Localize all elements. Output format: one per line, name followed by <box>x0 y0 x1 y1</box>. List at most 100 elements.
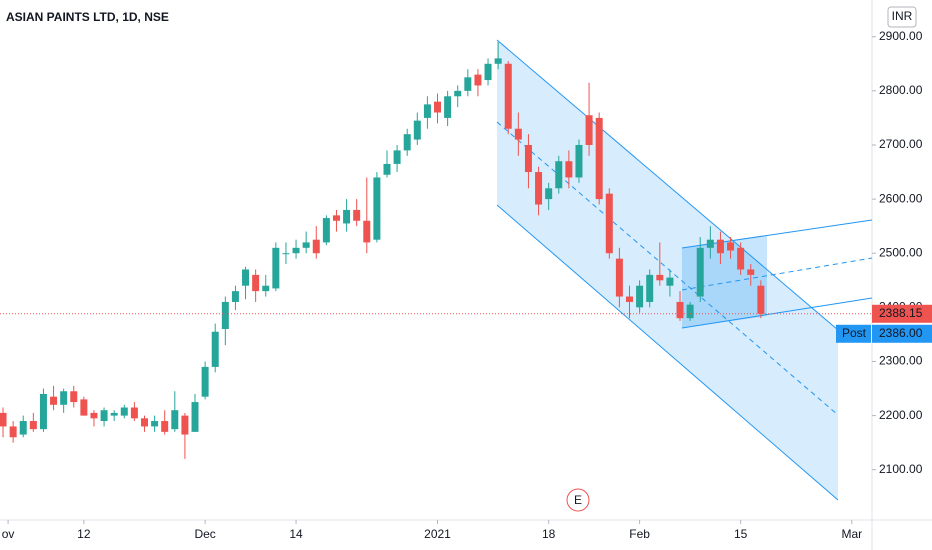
earnings-label: E <box>574 493 582 507</box>
post-tag: Post <box>842 326 867 340</box>
candle-body <box>312 239 320 254</box>
candle-body <box>140 418 148 427</box>
candle-body <box>231 291 239 302</box>
candle-body <box>666 277 674 286</box>
x-tick-label: 14 <box>289 527 303 541</box>
y-tick-label: 2900.00 <box>879 29 923 43</box>
candle-body <box>393 150 401 164</box>
candle-body <box>252 274 260 292</box>
candle-body <box>403 134 411 151</box>
y-tick-label: 2700.00 <box>879 137 923 151</box>
post-tag-box <box>836 324 871 343</box>
candle-body <box>60 391 68 405</box>
candle-body <box>70 391 78 403</box>
candle-body <box>29 421 37 430</box>
post-price-box <box>872 324 932 343</box>
y-tick-label: 2600.00 <box>879 191 923 205</box>
candle-body <box>514 128 522 140</box>
candle-body <box>100 410 108 422</box>
candle-body <box>656 274 664 281</box>
candle-body <box>50 396 58 405</box>
candle-body <box>686 304 694 319</box>
candle-body <box>9 426 17 438</box>
candle-body <box>302 242 310 248</box>
candle-body <box>262 285 270 292</box>
candle-body <box>221 301 229 330</box>
candle-body <box>151 421 159 427</box>
candle-body <box>706 239 714 248</box>
candle-body <box>555 161 563 189</box>
candle-body <box>676 301 684 319</box>
candle-body <box>727 242 735 251</box>
x-tick-label: 15 <box>734 527 748 541</box>
candle-body <box>383 163 391 175</box>
y-tick-label: 2300.00 <box>879 354 923 368</box>
candle-body <box>625 296 633 302</box>
candle-body <box>130 407 138 419</box>
candle-body <box>19 421 27 435</box>
candle-body <box>575 144 583 178</box>
channel-drawing <box>496 39 873 501</box>
candle-body <box>110 412 118 416</box>
candle-body <box>39 393 47 430</box>
post-price-label: 2386.00 <box>879 326 923 340</box>
candle-body <box>434 101 442 113</box>
chart-title: ASIAN PAINTS LTD, 1D, NSE <box>6 10 169 24</box>
candle-body <box>373 177 381 240</box>
overlay: 2388.15 2386.00 Post E ASIAN PAINTS LTD, 1D,… <box>0 6 932 512</box>
candle-body <box>272 247 280 289</box>
candle-body <box>120 407 128 416</box>
candle-body <box>636 285 644 308</box>
candles <box>0 42 765 459</box>
candle-body <box>332 215 340 221</box>
candle-body <box>0 412 7 427</box>
y-tick-label: 2800.00 <box>879 83 923 97</box>
candle-body <box>292 247 300 254</box>
candle-body <box>242 269 250 286</box>
channel-line <box>496 204 839 501</box>
candle-body <box>524 144 532 173</box>
candle-body <box>484 63 492 81</box>
currency-box[interactable] <box>887 6 917 28</box>
x-tick-label: 18 <box>542 527 556 541</box>
candle-body <box>646 274 654 302</box>
candle-body <box>413 120 421 140</box>
candle-body <box>595 117 603 200</box>
candle-body <box>454 90 462 97</box>
candle-body <box>171 410 179 430</box>
channel-fill <box>682 236 767 328</box>
channel-line <box>681 297 873 329</box>
x-tick-label: Dec <box>194 527 215 541</box>
candle-body <box>696 247 704 297</box>
candle-body <box>191 402 199 432</box>
candle-body <box>211 331 219 367</box>
candle-body <box>615 258 623 297</box>
earnings-marker <box>566 488 590 512</box>
candle-body <box>474 74 482 86</box>
candle-body <box>565 161 573 178</box>
y-tick-label: 2100.00 <box>879 462 923 476</box>
channel-line <box>496 39 839 331</box>
candle-body <box>464 77 472 91</box>
candle-body <box>282 253 290 255</box>
channel-mid <box>496 121 839 416</box>
candle-body <box>737 247 745 270</box>
candle-body <box>585 115 593 145</box>
candle-body <box>363 220 371 243</box>
candle-body <box>80 399 88 416</box>
candle-body <box>494 58 502 64</box>
candle-body <box>322 218 330 243</box>
candle-body <box>747 269 755 275</box>
candle-body <box>343 209 351 224</box>
candle-body <box>535 172 543 205</box>
last-price-label: 2388.15 <box>879 306 923 320</box>
x-tick-label: Feb <box>629 527 650 541</box>
y-tick-label: 2200.00 <box>879 408 923 422</box>
candle-body <box>444 96 452 118</box>
last-price-box <box>872 304 932 323</box>
x-tick-label: Mar <box>841 527 862 541</box>
candle-body <box>90 412 98 419</box>
currency-label: INR <box>892 9 913 23</box>
candle-body <box>353 209 361 221</box>
